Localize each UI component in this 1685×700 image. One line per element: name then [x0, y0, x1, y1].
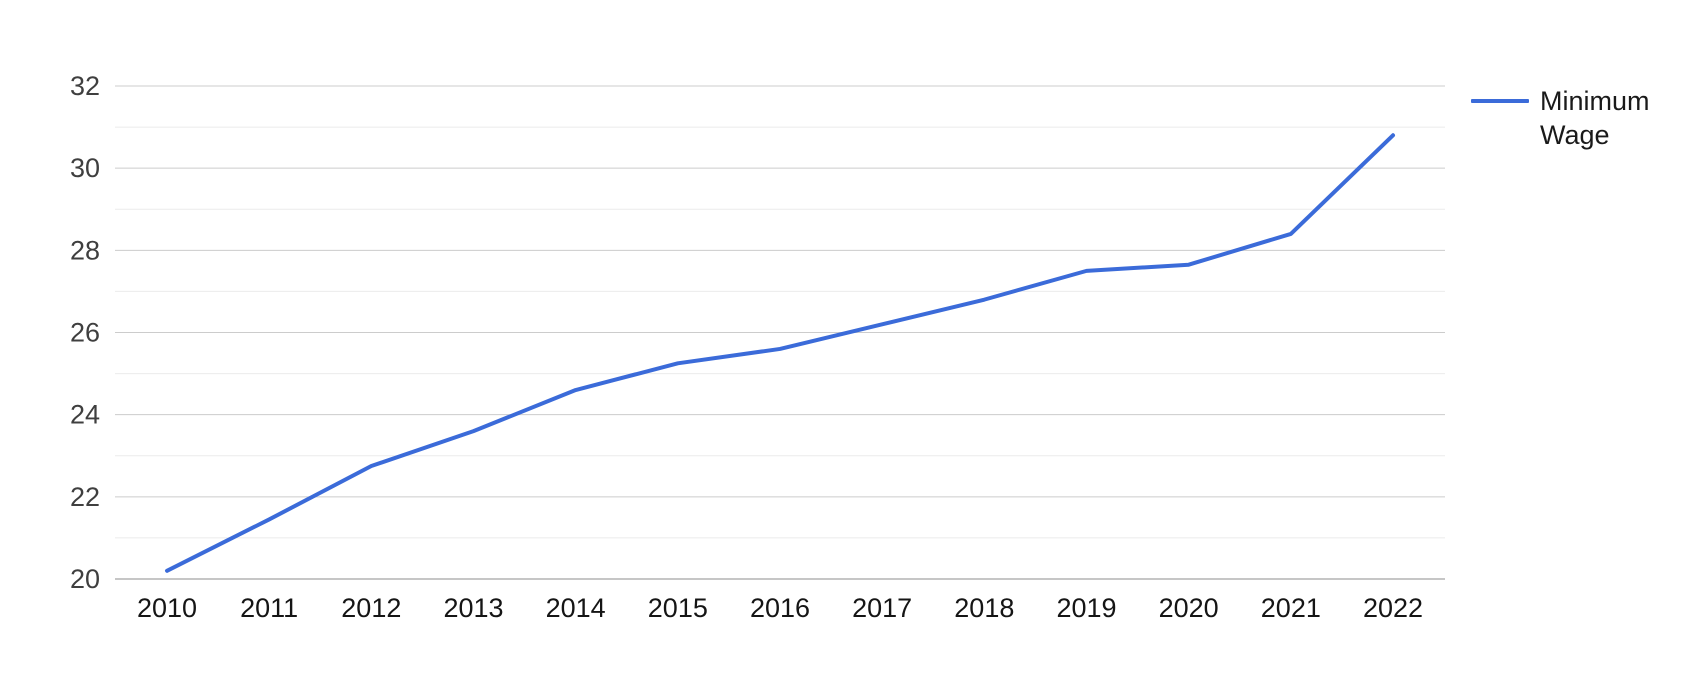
x-tick-label: 2018 [954, 593, 1014, 623]
x-tick-label: 2011 [240, 593, 298, 623]
y-tick-label: 26 [70, 318, 100, 348]
y-tick-label: 28 [70, 235, 100, 265]
x-tick-label: 2014 [546, 593, 606, 623]
legend: Minimum Wage [1471, 84, 1671, 152]
x-tick-label: 2019 [1056, 593, 1116, 623]
y-tick-label: 20 [70, 564, 100, 594]
x-tick-label: 2022 [1363, 593, 1423, 623]
x-tick-label: 2015 [648, 593, 708, 623]
x-tick-label: 2017 [852, 593, 912, 623]
x-tick-label: 2013 [443, 593, 503, 623]
legend-line-swatch [1471, 99, 1529, 103]
x-tick-label: 2012 [341, 593, 401, 623]
legend-label: Minimum Wage [1540, 86, 1650, 151]
x-tick-label: 2010 [137, 593, 197, 623]
y-tick-label: 22 [70, 482, 100, 512]
series-line-minimum-wage [165, 133, 1395, 573]
y-tick-label: 32 [70, 71, 100, 101]
y-tick-label: 24 [70, 400, 100, 430]
x-tick-label: 2020 [1159, 593, 1219, 623]
x-tick-label: 2016 [750, 593, 810, 623]
x-tick-label: 2021 [1261, 593, 1321, 623]
y-tick-label: 30 [70, 153, 100, 183]
